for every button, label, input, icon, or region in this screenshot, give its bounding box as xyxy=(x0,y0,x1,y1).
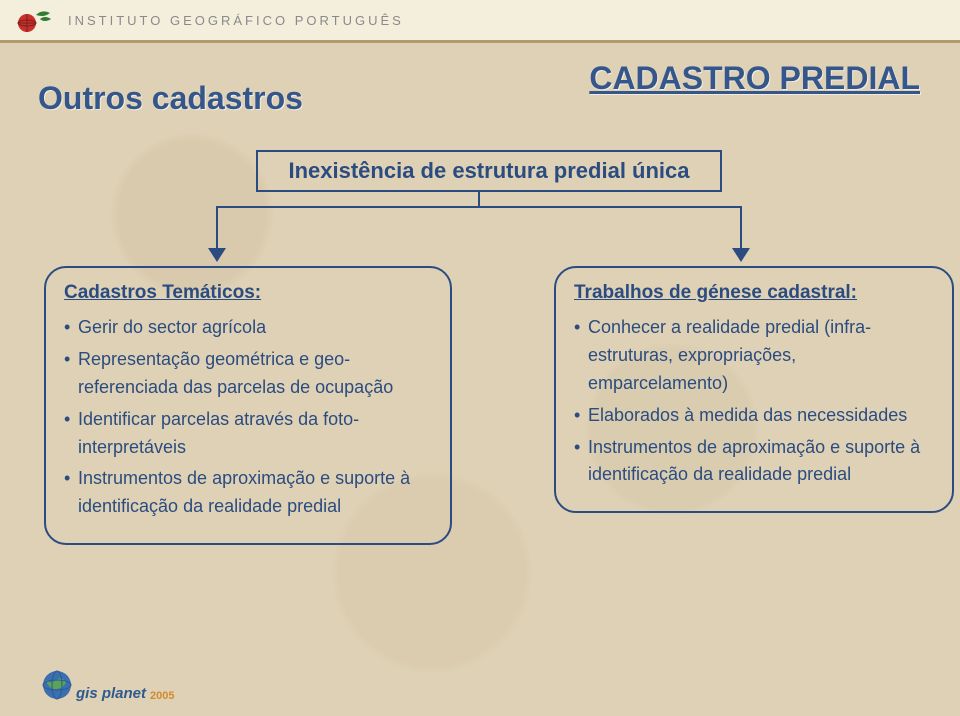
slide: Outros cadastros CADASTRO PREDIAL Inexis… xyxy=(0,40,960,716)
footer-year: 2005 xyxy=(150,690,174,702)
list-item: Conhecer a realidade predial (infra-estr… xyxy=(574,314,934,398)
connector-right-drop xyxy=(740,206,742,250)
box-right-title: Trabalhos de génese cadastral: xyxy=(574,282,934,304)
list-item: Instrumentos de aproximação e suporte à … xyxy=(574,434,934,490)
box-trabalhos-genese: Trabalhos de génese cadastral: Conhecer … xyxy=(554,266,954,513)
connector-hbar xyxy=(216,206,742,208)
box-right-list: Conhecer a realidade predial (infra-estr… xyxy=(574,314,934,489)
footer-brand: gis planet xyxy=(76,685,146,702)
igp-logo xyxy=(14,5,56,35)
connector-left-drop xyxy=(216,206,218,250)
center-statement-text: Inexistência de estrutura predial única xyxy=(288,158,689,183)
globe-icon xyxy=(40,668,74,702)
corner-title: CADASTRO PREDIAL xyxy=(589,60,920,97)
list-item: Gerir do sector agrícola xyxy=(64,314,432,342)
box-cadastros-tematicos: Cadastros Temáticos: Gerir do sector agr… xyxy=(44,266,452,545)
institution-name: INSTITUTO GEOGRÁFICO PORTUGUÊS xyxy=(68,13,404,28)
box-left-list: Gerir do sector agrícola Representação g… xyxy=(64,314,432,521)
arrow-right-icon xyxy=(732,248,750,262)
list-item: Identificar parcelas através da foto-int… xyxy=(64,406,432,462)
list-item: Elaborados à medida das necessidades xyxy=(574,402,934,430)
list-item: Representação geométrica e geo-referenci… xyxy=(64,346,432,402)
arrow-left-icon xyxy=(208,248,226,262)
box-left-title: Cadastros Temáticos: xyxy=(64,282,432,304)
topbar: INSTITUTO GEOGRÁFICO PORTUGUÊS xyxy=(0,0,960,43)
list-item: Instrumentos de aproximação e suporte à … xyxy=(64,465,432,521)
footer-logo: gis planet 2005 xyxy=(40,668,175,702)
section-title: Outros cadastros xyxy=(38,80,303,117)
center-statement-box: Inexistência de estrutura predial única xyxy=(256,150,722,192)
